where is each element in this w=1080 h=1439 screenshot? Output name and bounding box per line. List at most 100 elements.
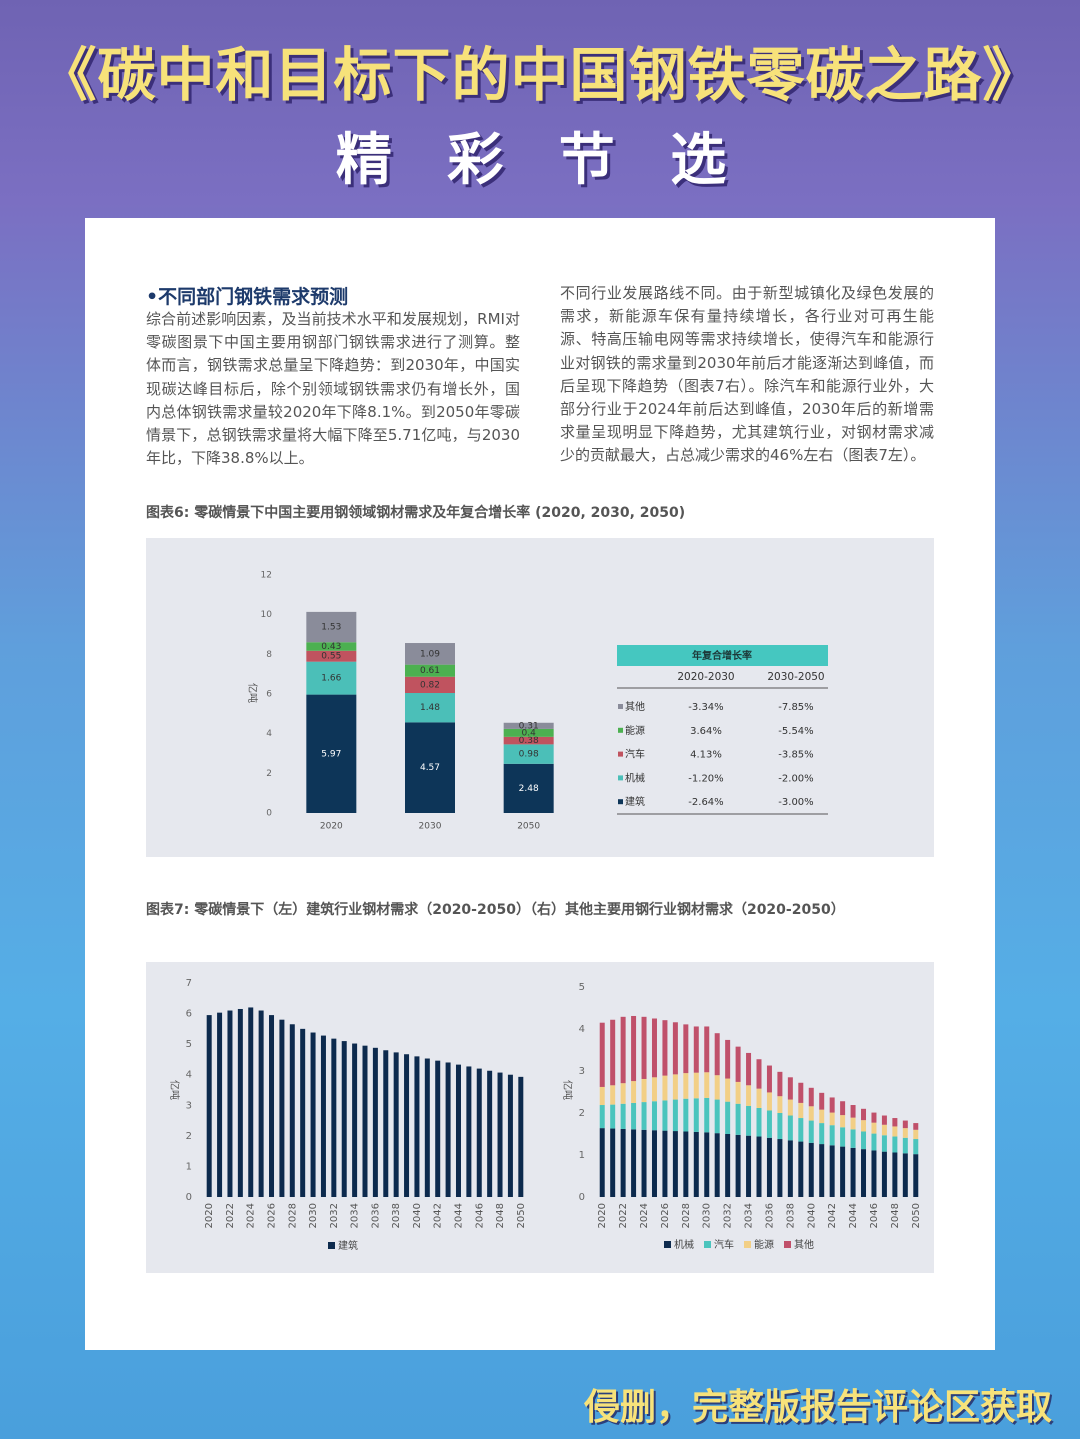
- bar-segment: [725, 1134, 731, 1197]
- bar-segment: [787, 1115, 793, 1141]
- x-tick-label: 2026: [660, 1203, 671, 1228]
- bar-segment: [892, 1126, 898, 1137]
- bar-segment: [777, 1113, 783, 1140]
- bar-segment: [787, 1140, 793, 1197]
- bar-segment: [662, 1100, 668, 1131]
- bar-segment: [599, 1105, 605, 1129]
- bar-segment: [756, 1107, 762, 1137]
- x-tick-label: 2046: [869, 1203, 880, 1228]
- x-tick-label: 2048: [890, 1203, 901, 1228]
- y-tick-label: 1: [186, 1161, 192, 1172]
- table-header-bg: [617, 645, 828, 666]
- x-tick-label: 2034: [350, 1203, 361, 1228]
- x-tick-label: 2036: [370, 1203, 381, 1228]
- right-paragraph: 不同行业发展路线不同。由于新型城镇化及绿色发展的需求，新能源车保有量持续增长，各…: [560, 284, 934, 465]
- bar-segment: [693, 1072, 699, 1099]
- data-label: 1.66: [321, 674, 341, 684]
- bar-segment: [279, 1019, 285, 1197]
- bar-segment: [819, 1144, 825, 1197]
- bar-segment: [777, 1071, 783, 1097]
- bar-segment: [405, 722, 455, 813]
- y-axis-label: 亿吨: [561, 1080, 574, 1100]
- table-row-label: 建筑: [625, 795, 645, 808]
- bar-segment: [798, 1141, 804, 1197]
- bar-segment: [683, 1131, 689, 1197]
- bar-segment: [306, 642, 357, 651]
- x-tick-label: 2040: [806, 1203, 817, 1228]
- data-label: 0.55: [321, 652, 341, 662]
- bar-segment: [704, 1097, 710, 1133]
- bar-segment: [631, 1015, 637, 1082]
- bar-segment: [746, 1105, 752, 1136]
- bar-segment: [405, 676, 455, 694]
- data-label: 1.48: [420, 703, 440, 713]
- bar-segment: [871, 1112, 877, 1123]
- bar-segment: [651, 1130, 657, 1197]
- bar-segment: [746, 1135, 752, 1197]
- bar-segment: [913, 1139, 919, 1155]
- bar-segment: [913, 1154, 919, 1197]
- bar-segment: [672, 1099, 678, 1132]
- page-title: 《碳中和目标下的中国钢铁零碳之路》: [38, 41, 1042, 109]
- data-label: 5.97: [321, 749, 341, 759]
- bar-segment: [620, 1128, 626, 1197]
- y-tick-label: 3: [186, 1100, 192, 1111]
- bar-segment: [725, 1101, 731, 1134]
- x-tick-label: 2028: [287, 1203, 298, 1228]
- bar-segment: [227, 1010, 233, 1197]
- bar-segment: [404, 1054, 410, 1197]
- bar-segment: [892, 1118, 898, 1127]
- bar-segment: [620, 1016, 626, 1084]
- bar-segment: [651, 1018, 657, 1078]
- bar-segment: [620, 1103, 626, 1129]
- bar-segment: [610, 1085, 616, 1105]
- y-tick-label: 5: [186, 1039, 192, 1050]
- bar-segment: [651, 1101, 657, 1131]
- bar-segment: [819, 1092, 825, 1110]
- bar-segment: [466, 1066, 472, 1197]
- bar-segment: [507, 1074, 513, 1197]
- bar-segment: [503, 728, 554, 737]
- table-swatch: [618, 704, 623, 709]
- bar-segment: [641, 1129, 647, 1197]
- bar-segment: [840, 1101, 846, 1116]
- table-cell: -5.54%: [778, 726, 813, 737]
- bar-segment: [798, 1118, 804, 1142]
- bar-segment: [725, 1039, 731, 1079]
- bar-segment: [289, 1024, 295, 1197]
- bar-segment: [766, 1092, 772, 1111]
- bar-segment: [599, 1086, 605, 1106]
- bar-segment: [902, 1120, 908, 1129]
- table-swatch: [618, 727, 623, 733]
- data-label: 0.61: [420, 666, 440, 676]
- table-cell: -3.00%: [778, 797, 813, 808]
- bar-segment: [683, 1073, 689, 1099]
- x-tick-label: 2044: [848, 1203, 859, 1228]
- y-tick-label: 1: [579, 1150, 585, 1161]
- bar-segment: [829, 1097, 835, 1113]
- bar-segment: [704, 1132, 710, 1197]
- table-column-header: 2030-2050: [767, 671, 824, 683]
- bar-segment: [372, 1047, 378, 1197]
- bar-segment: [641, 1016, 647, 1079]
- data-label: 2.48: [519, 784, 539, 794]
- x-tick-label: 2020: [320, 822, 343, 832]
- bar-segment: [206, 1015, 212, 1197]
- bar-segment: [892, 1152, 898, 1197]
- bar-segment: [714, 1033, 720, 1076]
- bar-segment: [913, 1123, 919, 1130]
- bar-segment: [881, 1135, 887, 1152]
- data-label: 1.53: [321, 623, 341, 633]
- y-tick-label: 10: [261, 610, 273, 620]
- bar-segment: [341, 1041, 347, 1197]
- x-tick-label: 2038: [391, 1203, 402, 1228]
- bar-segment: [641, 1102, 647, 1130]
- data-label: 0.43: [321, 642, 341, 652]
- table-swatch: [618, 751, 623, 757]
- bar-segment: [714, 1133, 720, 1197]
- bar-segment: [503, 763, 554, 813]
- x-tick-label: 2042: [433, 1203, 444, 1228]
- y-tick-label: 2: [579, 1108, 585, 1119]
- table-cell: -3.85%: [778, 750, 813, 761]
